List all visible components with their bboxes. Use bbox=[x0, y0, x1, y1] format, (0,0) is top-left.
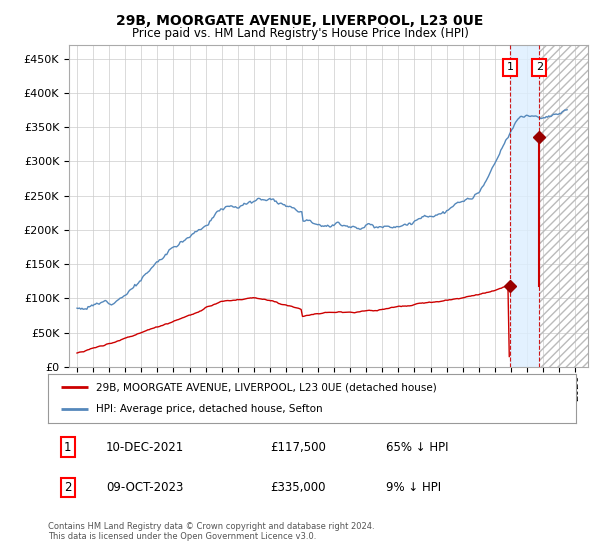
Text: 09-OCT-2023: 09-OCT-2023 bbox=[106, 481, 184, 494]
Text: 65% ↓ HPI: 65% ↓ HPI bbox=[386, 441, 448, 454]
Text: £335,000: £335,000 bbox=[270, 481, 325, 494]
Text: 1: 1 bbox=[64, 441, 71, 454]
Text: 10-DEC-2021: 10-DEC-2021 bbox=[106, 441, 184, 454]
Bar bbox=[539, 45, 588, 367]
Bar bbox=[510, 45, 539, 367]
Text: 29B, MOORGATE AVENUE, LIVERPOOL, L23 0UE (detached house): 29B, MOORGATE AVENUE, LIVERPOOL, L23 0UE… bbox=[95, 382, 436, 393]
Text: 2: 2 bbox=[536, 62, 543, 72]
Text: HPI: Average price, detached house, Sefton: HPI: Average price, detached house, Seft… bbox=[95, 404, 322, 414]
Text: £117,500: £117,500 bbox=[270, 441, 326, 454]
Text: 2: 2 bbox=[64, 481, 71, 494]
Bar bbox=[539, 11, 588, 367]
Text: 1: 1 bbox=[506, 62, 514, 72]
Text: 29B, MOORGATE AVENUE, LIVERPOOL, L23 0UE: 29B, MOORGATE AVENUE, LIVERPOOL, L23 0UE bbox=[116, 14, 484, 28]
Text: Contains HM Land Registry data © Crown copyright and database right 2024.
This d: Contains HM Land Registry data © Crown c… bbox=[48, 522, 374, 542]
Text: Price paid vs. HM Land Registry's House Price Index (HPI): Price paid vs. HM Land Registry's House … bbox=[131, 27, 469, 40]
Text: 9% ↓ HPI: 9% ↓ HPI bbox=[386, 481, 441, 494]
